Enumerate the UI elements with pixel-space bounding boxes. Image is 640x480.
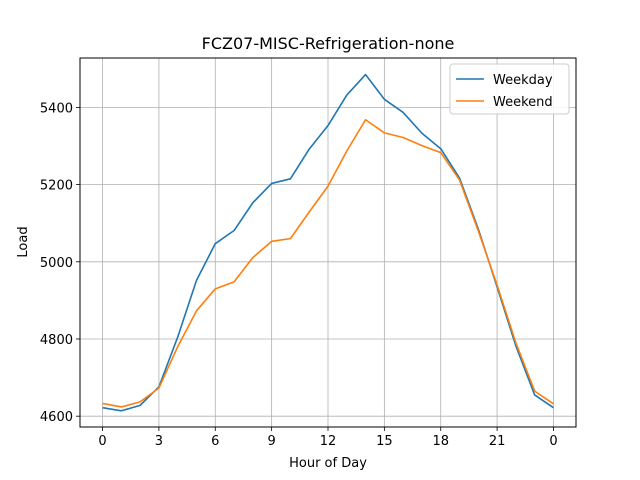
x-axis-label: Hour of Day bbox=[289, 456, 367, 471]
x-tick-label: 6 bbox=[211, 434, 219, 449]
grid-lines bbox=[80, 58, 576, 427]
x-tick-label: 9 bbox=[267, 434, 275, 449]
x-tick-label: 12 bbox=[320, 434, 337, 449]
y-tick-label: 4800 bbox=[40, 333, 73, 348]
y-tick-label: 5200 bbox=[40, 179, 73, 194]
axis-ticks: 0 3 6 9 12 15 18 21 0 4600 4800 5000 5200 5400 bbox=[40, 101, 558, 449]
legend-label: Weekday bbox=[493, 73, 553, 88]
y-tick-label: 5400 bbox=[40, 101, 73, 116]
x-tick-label: 3 bbox=[155, 434, 163, 449]
y-tick-label: 4600 bbox=[40, 410, 73, 425]
legend-label: Weekend bbox=[493, 95, 553, 110]
x-tick-label: 0 bbox=[549, 434, 557, 449]
series-layer bbox=[102, 73, 554, 412]
y-tick-label: 5000 bbox=[40, 256, 73, 271]
x-tick-label: 18 bbox=[432, 434, 449, 449]
x-tick-label: 21 bbox=[489, 434, 506, 449]
x-tick-label: 0 bbox=[98, 434, 106, 449]
series-line-weekend bbox=[102, 118, 554, 408]
chart-title: FCZ07-MISC-Refrigeration-none bbox=[202, 34, 455, 53]
x-tick-label: 15 bbox=[376, 434, 393, 449]
y-axis-label: Load bbox=[16, 226, 31, 257]
legend: Weekday Weekend bbox=[449, 63, 570, 115]
